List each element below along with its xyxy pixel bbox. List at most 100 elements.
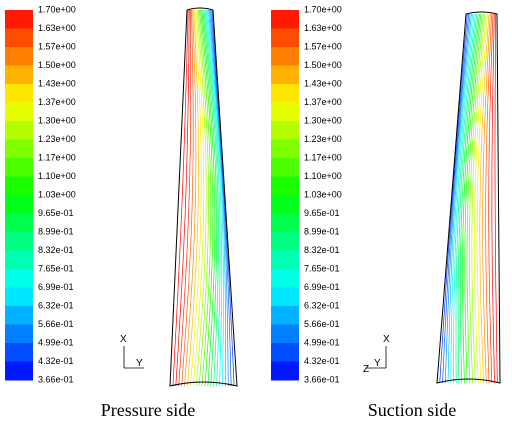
- colorbar-swatch: [5, 269, 33, 288]
- colorbar-label: 3.66e-01: [38, 374, 74, 384]
- contour-line: [491, 13, 495, 384]
- colorbar-label: 9.65e-01: [304, 208, 340, 218]
- colorbar-swatch: [5, 84, 33, 103]
- colorbar-swatch: [5, 324, 33, 344]
- contour-line: [474, 13, 487, 384]
- contour-line: [436, 11, 501, 384]
- colorbar-label: 5.66e-01: [304, 319, 340, 329]
- contour-line: [172, 9, 189, 387]
- colorbar-label: 7.65e-01: [304, 263, 340, 273]
- colorbar-label: 7.65e-01: [38, 263, 74, 273]
- contour-line: [476, 13, 488, 384]
- colorbar-swatch: [5, 361, 33, 381]
- axis-label: X: [383, 334, 390, 345]
- axis-label: Y: [374, 358, 381, 369]
- colorbar-label: 1.70e+00: [304, 4, 342, 14]
- colorbar-swatch: [271, 287, 299, 307]
- colorbar-swatch: [5, 102, 33, 122]
- colorbar-label: 4.99e-01: [38, 337, 74, 347]
- colorbar-swatch: [271, 343, 299, 362]
- colorbar-label: 1.23e+00: [38, 134, 76, 144]
- colorbar-swatch: [271, 158, 299, 177]
- contour-line: [471, 13, 486, 384]
- axis-label: X: [120, 334, 127, 345]
- colorbar-label: 4.32e-01: [304, 356, 340, 366]
- contour-line: [204, 9, 221, 387]
- colorbar-label: 5.66e-01: [38, 319, 74, 329]
- contour-line: [457, 13, 478, 384]
- colorbar-label: 4.32e-01: [38, 356, 74, 366]
- contour-line: [203, 9, 219, 387]
- contour-line: [175, 9, 190, 387]
- contour-line: [195, 9, 207, 387]
- colorbar-label: 8.32e-01: [304, 245, 340, 255]
- contour-line: [208, 9, 226, 387]
- contour-plot: [169, 7, 238, 387]
- colorbar-swatch: [5, 28, 33, 48]
- contour-line: [192, 9, 205, 387]
- contour-line: [462, 13, 480, 384]
- contour-line: [469, 13, 484, 384]
- contour-line: [187, 9, 199, 387]
- colorbar-label: 1.03e+00: [38, 189, 76, 199]
- colorbar-label: 1.43e+00: [38, 78, 76, 88]
- colorbar-swatch: [5, 176, 33, 196]
- contour-line: [202, 9, 218, 387]
- contour-line: [184, 9, 197, 387]
- contour-line: [444, 13, 471, 384]
- contour-line: [442, 13, 470, 384]
- colorbar-label: 6.99e-01: [38, 282, 74, 292]
- contour-line: [200, 9, 214, 387]
- colorbar-label: 1.30e+00: [304, 115, 342, 125]
- colorbar-swatch: [271, 139, 299, 159]
- colorbar-swatch: [5, 10, 33, 29]
- colorbar-label: 1.17e+00: [304, 152, 342, 162]
- contour-line: [201, 9, 216, 387]
- colorbar-label: 4.99e-01: [304, 337, 340, 347]
- colorbar-label: 1.63e+00: [304, 23, 342, 33]
- contour-line: [464, 13, 482, 384]
- colorbar-swatch: [271, 324, 299, 344]
- contour-line: [447, 13, 472, 384]
- colorbar-label: 8.99e-01: [38, 226, 74, 236]
- colorbar-swatch: [5, 213, 33, 233]
- colorbar-label: 8.32e-01: [38, 245, 74, 255]
- caption: Pressure side: [101, 400, 195, 420]
- colorbar-swatch: [5, 287, 33, 307]
- colorbar-swatch: [5, 158, 33, 177]
- colorbar-label: 1.37e+00: [304, 97, 342, 107]
- colorbar-swatch: [5, 139, 33, 159]
- colorbar-label: 1.50e+00: [304, 60, 342, 70]
- colorbar-label: 6.99e-01: [304, 282, 340, 292]
- colorbar-swatch: [5, 65, 33, 85]
- contour-line: [199, 9, 212, 387]
- colorbar-label: 3.66e-01: [304, 374, 340, 384]
- colorbar-swatch: [271, 121, 299, 140]
- colorbar-label: 1.37e+00: [38, 97, 76, 107]
- colorbar-swatch: [271, 306, 299, 325]
- colorbar-label: 1.17e+00: [38, 152, 76, 162]
- contour-line: [494, 13, 498, 384]
- contour-line: [450, 13, 474, 384]
- contour-line: [453, 13, 475, 384]
- contour-line: [205, 9, 223, 387]
- colorbar-label: 1.10e+00: [38, 171, 76, 181]
- colorbar-swatch: [5, 47, 33, 66]
- colorbar-swatch: [5, 306, 33, 325]
- colorbar-swatch: [271, 213, 299, 233]
- colorbar-label: 1.30e+00: [38, 115, 76, 125]
- colorbar-label: 1.03e+00: [304, 189, 342, 199]
- contour-plot: [436, 11, 501, 384]
- colorbar-label: 6.32e-01: [38, 300, 74, 310]
- colorbar-swatch: [271, 195, 299, 214]
- contour-line: [488, 13, 494, 384]
- axis-label: Z: [363, 364, 369, 375]
- colorbar-label: 8.99e-01: [304, 226, 340, 236]
- colorbar-label: 6.32e-01: [304, 300, 340, 310]
- contour-line: [460, 13, 479, 384]
- colorbar-swatch: [271, 176, 299, 196]
- colorbar-label: 1.10e+00: [304, 171, 342, 181]
- contour-line: [439, 13, 468, 384]
- colorbar-swatch: [5, 121, 33, 140]
